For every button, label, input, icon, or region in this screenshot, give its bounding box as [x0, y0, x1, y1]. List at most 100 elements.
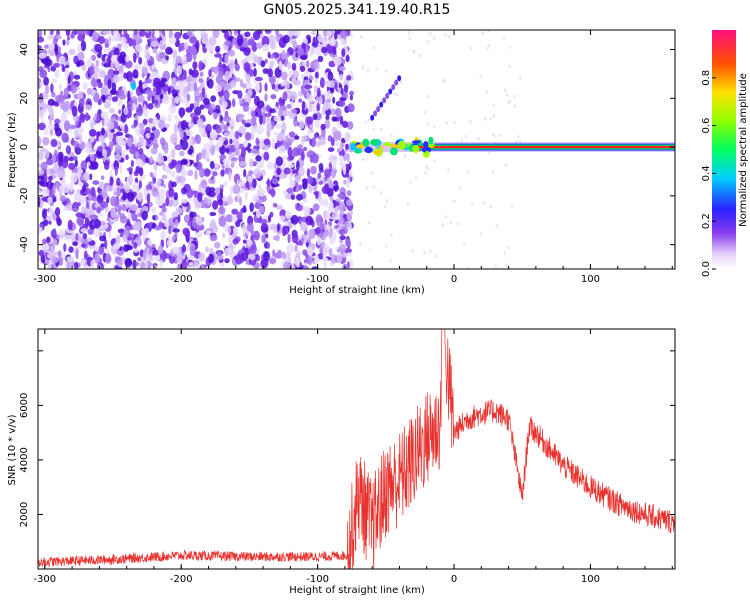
spectrogram-noise-cell: [79, 134, 83, 145]
spectrogram-noise-cell: [196, 96, 200, 108]
spectrogram-sparse-cell: [507, 100, 510, 105]
spectrogram-noise-cell: [139, 30, 146, 37]
spectrogram-noise-cell: [65, 145, 71, 155]
spectrogram-noise-cell: [144, 78, 152, 84]
spectrogram-noise-cell: [52, 228, 57, 237]
spectrogram-noise-cell: [249, 253, 256, 261]
spectrogram-sparse-cell: [505, 93, 509, 97]
spectrogram-noise-cell: [204, 151, 211, 159]
spectrogram-noise-cell: [80, 243, 87, 248]
spectrogram-noise-cell: [266, 178, 270, 187]
spectrogram-noise-cell: [63, 120, 71, 132]
spectrogram-noise-cell: [332, 46, 337, 56]
spectrogram-noise-cell: [205, 246, 209, 253]
spectrogram-noise-cell: [242, 223, 247, 235]
spectrogram-noise-cell: [272, 202, 278, 208]
spectrogram-x-tick-label: -300: [33, 274, 56, 285]
spectrogram-noise-cell: [275, 106, 279, 112]
spectrogram-noise-cell: [252, 178, 257, 189]
spectrogram-noise-cell: [93, 65, 100, 74]
carrier-onset-blob: [389, 144, 400, 149]
spectrogram-noise-cell: [305, 43, 309, 54]
spectrogram-noise-cell: [60, 111, 68, 123]
spectrogram-noise-cell: [276, 167, 282, 176]
spectrogram-noise-cell: [94, 202, 102, 209]
spectrogram-noise-cell: [282, 228, 287, 237]
spectrogram-noise-cell: [324, 169, 332, 179]
spectrogram-noise-cell: [307, 176, 314, 185]
spectrogram-noise-cell: [151, 95, 155, 105]
spectrogram-sparse-cell: [470, 201, 474, 206]
spectrogram-noise-cell: [128, 37, 134, 47]
spectrogram-noise-cell: [210, 234, 218, 242]
spectrogram-noise-cell: [92, 180, 100, 186]
spectrogram-noise-cell: [161, 93, 170, 105]
spectrogram-noise-cell: [268, 34, 275, 45]
spectrogram-noise-cell: [273, 115, 282, 122]
spectrogram-noise-cell: [99, 235, 107, 242]
spectrogram-noise-cell: [245, 73, 251, 84]
spectrogram-noise-cell: [51, 154, 56, 163]
spectrogram-noise-cell: [43, 173, 48, 184]
spectrogram-noise-cell: [86, 87, 92, 95]
spectrogram-noise-cell: [96, 131, 100, 139]
spectrogram-noise-cell: [174, 218, 179, 227]
spectrogram-noise-cell: [261, 35, 270, 47]
spectrogram-noise-cell: [145, 184, 153, 191]
spectrogram-noise-cell: [244, 122, 252, 128]
spectrogram-sparse-cell: [389, 258, 392, 263]
snr-x-tick-label: 100: [581, 574, 600, 585]
spectrogram-noise-cell: [42, 209, 47, 220]
spectrogram-noise-cell: [334, 201, 340, 207]
spectrogram-noise-cell: [322, 231, 330, 237]
spectrogram-sparse-cell: [447, 168, 450, 172]
spectrogram-noise-cell: [272, 249, 276, 257]
spectrogram-noise-cell: [159, 259, 163, 269]
spectrogram-noise-cell: [253, 55, 259, 64]
spectrogram-noise-cell: [65, 30, 71, 37]
spectrogram-noise-cell: [48, 220, 52, 225]
spectrogram-noise-cell: [71, 105, 78, 117]
spectrogram-noise-cell: [328, 248, 333, 257]
spectrogram-noise-cell: [171, 97, 176, 108]
spectrogram-noise-cell: [218, 216, 227, 227]
spectrogram-noise-cell: [182, 227, 190, 236]
spectrogram-noise-cell: [68, 156, 75, 162]
spectrogram-noise-cell: [76, 127, 84, 134]
spectrogram-noise-cell: [316, 141, 321, 147]
spectrogram-noise-cell: [118, 93, 127, 100]
spectrogram-noise-cell: [190, 112, 196, 119]
spectrogram-noise-cell: [126, 167, 134, 172]
carrier-onset-blob: [362, 138, 370, 147]
spectrogram-noise-cell: [292, 70, 300, 78]
spectrogram-sparse-cell: [426, 94, 429, 99]
spectrogram-noise-cell: [180, 175, 185, 184]
spectrogram-noise-cell: [271, 83, 276, 90]
spectrogram-noise-cell: [292, 40, 297, 50]
spectrogram-noise-cell: [129, 233, 135, 239]
spectrogram-noise-cell: [50, 83, 54, 94]
spectrogram-feature-blob: [373, 110, 378, 117]
spectrogram-noise-cell: [135, 44, 143, 53]
spectrogram-y-tick-label: 40: [19, 43, 30, 56]
spectrogram-noise-cell: [294, 175, 302, 184]
spectrogram-noise-cell: [135, 158, 143, 167]
spectrogram-noise-cell: [96, 206, 101, 214]
colorbar-tick-label: 0.2: [701, 213, 712, 229]
spectrogram-noise-cell: [84, 217, 90, 227]
spectrogram-noise-cell: [242, 239, 247, 244]
spectrogram-noise-cell: [172, 228, 180, 233]
spectrogram-noise-cell: [198, 152, 202, 161]
spectrogram-noise-cell: [101, 127, 105, 136]
spectrogram-noise-cell: [45, 84, 50, 94]
spectrogram-noise-cell: [61, 158, 69, 169]
spectrogram-sparse-cell: [498, 133, 501, 137]
snr-plot-area: [38, 329, 675, 569]
spectrogram-noise-cell: [220, 169, 225, 177]
spectrogram-noise-cell: [134, 98, 138, 105]
spectrogram-feature-blob: [385, 92, 390, 99]
spectrogram-noise-cell: [208, 253, 215, 264]
spectrogram-noise-cell: [43, 127, 49, 136]
spectrogram-sparse-cell: [504, 163, 508, 168]
spectrogram-noise-cell: [80, 160, 88, 171]
